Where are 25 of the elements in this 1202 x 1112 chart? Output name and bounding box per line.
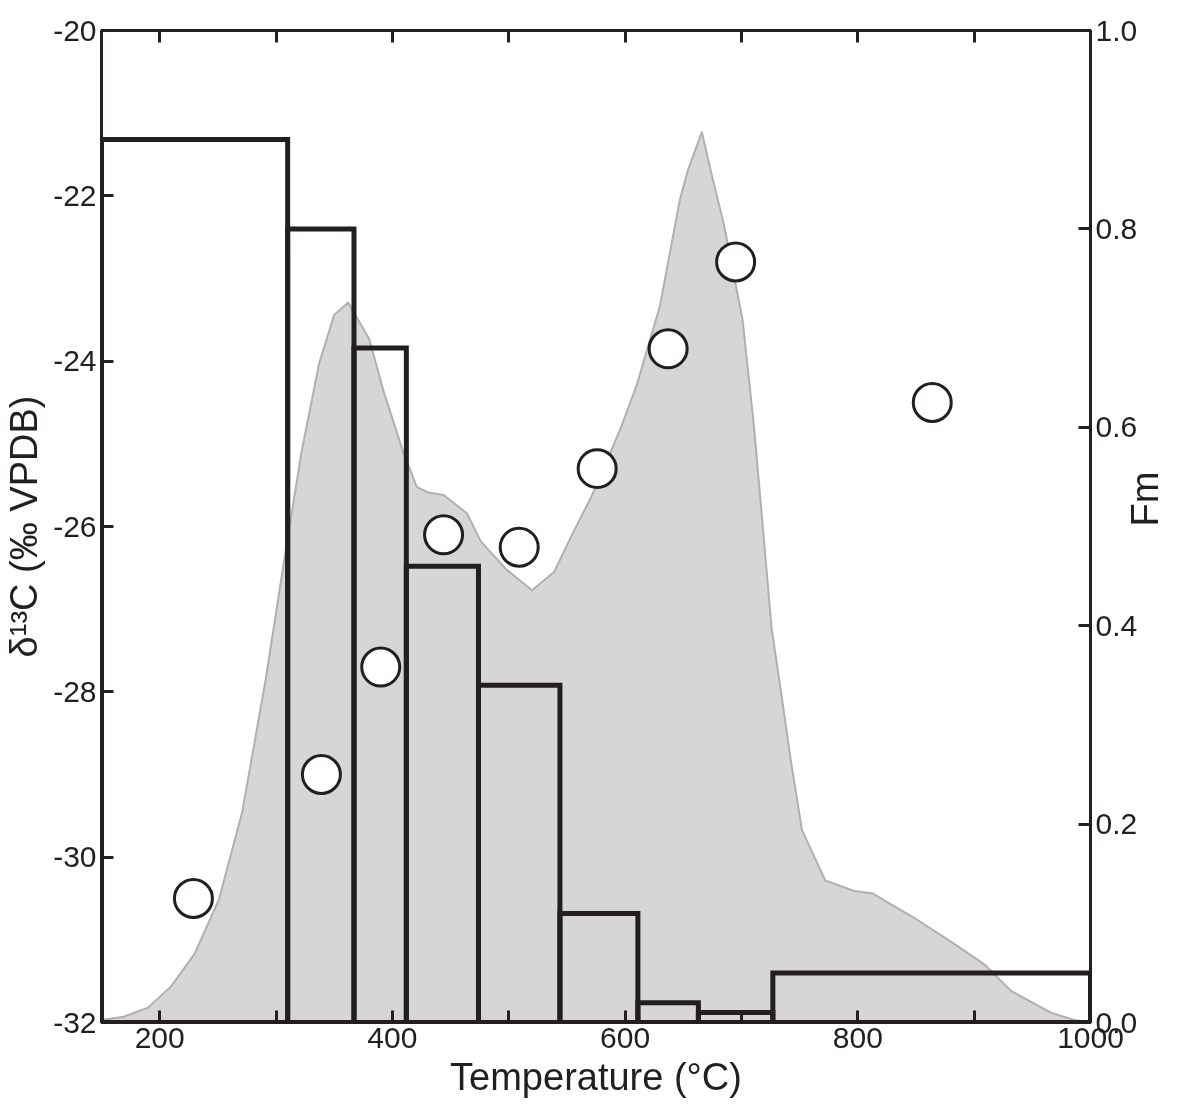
point [300, 754, 342, 795]
y-tick-label: -32 [53, 1005, 97, 1039]
point [715, 241, 757, 283]
x-tick-label: 400 [367, 1020, 418, 1054]
x-tick-label: 200 [134, 1020, 185, 1054]
point [647, 328, 689, 370]
y-tick-label: -24 [53, 344, 97, 378]
point [576, 448, 618, 490]
y2-tick-label: 0.2 [1095, 807, 1138, 841]
y-tick-label: -28 [53, 674, 97, 708]
x-axis-title: Temperature (°C) [450, 1055, 742, 1098]
y-tick-label: -22 [53, 178, 97, 212]
y2-tick-label: 0.8 [1095, 211, 1138, 245]
y-axis-title: δ¹³C (‰ VPDB) [3, 395, 46, 658]
y2-tick-label: 0.4 [1095, 608, 1138, 642]
point [423, 514, 465, 556]
y-tick-label: -20 [53, 13, 97, 47]
y2-axis-title: Fm [1124, 471, 1167, 527]
y2-tick-label: 0.6 [1095, 410, 1138, 444]
y-tick-label: -30 [53, 840, 97, 874]
x-tick-label: 800 [832, 1020, 883, 1054]
x-tick-label: 600 [600, 1020, 651, 1054]
y2-tick-label: 1.0 [1095, 13, 1138, 47]
y-tick-label: -26 [53, 509, 97, 543]
point [360, 646, 402, 688]
